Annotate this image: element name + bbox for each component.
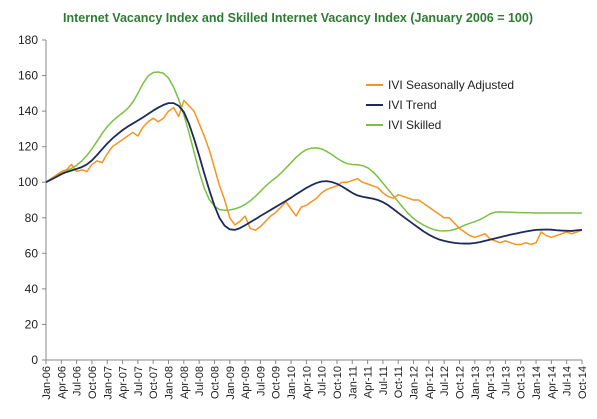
y-tick-label: 40 xyxy=(25,282,39,296)
x-tick-label: Jan-10 xyxy=(286,366,298,400)
x-tick-label: Jul-07 xyxy=(133,366,145,396)
y-tick-label: 180 xyxy=(18,33,38,47)
ivi-skilled-line xyxy=(45,71,582,232)
x-tick-label: Apr-13 xyxy=(485,366,497,399)
y-axis: 0 20 40 60 80 100 120 140 160 180 xyxy=(18,33,47,367)
x-tick-label: Jul-13 xyxy=(500,366,512,396)
y-tick-label: 100 xyxy=(18,175,38,189)
y-tick-label: 60 xyxy=(25,246,39,260)
x-tick-label: Oct-13 xyxy=(516,366,528,399)
x-tick-label: Apr-11 xyxy=(363,366,375,398)
x-tick-label: Oct-14 xyxy=(577,366,589,399)
x-tick-label: Jul-12 xyxy=(439,366,451,396)
y-tick-label: 160 xyxy=(18,69,38,83)
legend-label: IVI Trend xyxy=(388,98,437,112)
y-tick-label: 80 xyxy=(25,211,39,225)
chart-title: Internet Vacancy Index and Skilled Inter… xyxy=(63,11,533,25)
x-tick-label: Apr-06 xyxy=(56,366,68,399)
legend-label: IVI Skilled xyxy=(388,118,441,132)
x-tick-label: Apr-08 xyxy=(179,366,191,399)
x-tick-label: Oct-12 xyxy=(454,366,466,399)
x-tick-label: Jan-06 xyxy=(41,366,53,400)
x-tick-label: Oct-09 xyxy=(271,366,283,399)
x-tick-label: Oct-07 xyxy=(148,366,160,399)
x-tick-label: Jul-14 xyxy=(562,366,574,396)
x-tick-label: Apr-09 xyxy=(240,366,252,399)
x-tick-label: Jul-11 xyxy=(378,366,390,395)
y-tick-label: 140 xyxy=(18,104,38,118)
x-tick-label: Jan-07 xyxy=(102,366,114,400)
x-tick-label: Oct-10 xyxy=(332,366,344,399)
legend: IVI Seasonally Adjusted IVI Trend IVI Skil… xyxy=(366,78,514,132)
x-tick-label: Apr-12 xyxy=(424,366,436,399)
x-tick-label: Oct-11 xyxy=(393,366,405,398)
x-tick-label: Jul-09 xyxy=(255,366,267,396)
y-tick-label: 0 xyxy=(31,353,38,367)
x-tick-label: Apr-14 xyxy=(546,366,558,399)
y-tick-label: 20 xyxy=(25,317,39,331)
x-tick-label: Jul-08 xyxy=(194,366,206,396)
x-tick-label: Jan-14 xyxy=(531,366,543,400)
x-tick-label: Jan-08 xyxy=(164,366,176,400)
x-axis: Jan-06 Apr-06 Jul-06 Oct-06 Jan-07 Apr-07 Jul-… xyxy=(41,359,589,400)
x-tick-label: Jan-09 xyxy=(225,366,237,400)
x-tick-label: Jan-12 xyxy=(409,366,421,400)
x-tick-label: Jan-11 xyxy=(347,366,359,399)
x-tick-label: Jul-10 xyxy=(317,366,329,396)
ivi-seasonally-adjusted-line xyxy=(45,99,583,246)
ivi-trend-line xyxy=(45,102,583,245)
x-tick-label: Apr-07 xyxy=(118,366,130,399)
x-tick-label: Oct-08 xyxy=(209,366,221,399)
x-tick-label: Jul-06 xyxy=(72,366,84,396)
x-tick-label: Apr-10 xyxy=(301,366,313,399)
y-tick-label: 120 xyxy=(18,140,38,154)
series-layer xyxy=(45,71,583,246)
x-tick-label: Oct-06 xyxy=(87,366,99,399)
x-tick-label: Jan-13 xyxy=(470,366,482,400)
legend-label: IVI Seasonally Adjusted xyxy=(388,78,514,92)
